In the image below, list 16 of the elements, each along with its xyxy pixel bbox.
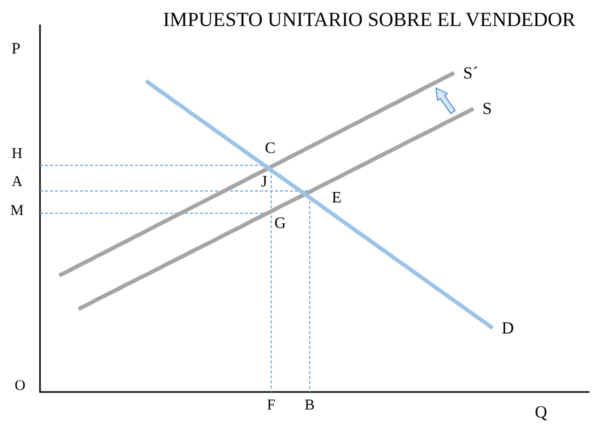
series-label: S (482, 99, 492, 118)
text: H (12, 146, 23, 162)
text: O (14, 378, 26, 394)
annotation: J (261, 173, 268, 190)
annotation: E (332, 189, 342, 206)
x-tick-label: B (304, 398, 315, 414)
text: A (12, 174, 23, 190)
x-axis-title: Q (534, 402, 548, 422)
annotation: C (264, 140, 276, 157)
text: M (10, 203, 24, 219)
series-label: D (502, 318, 514, 338)
chart-title: IMPUESTO UNITARIO SOBRE EL VENDEDOR (163, 9, 576, 31)
x-tick-label: F (266, 398, 276, 414)
series-label: S´ (463, 63, 478, 82)
annotation: G (274, 214, 286, 232)
y-axis-title: P (12, 40, 21, 58)
